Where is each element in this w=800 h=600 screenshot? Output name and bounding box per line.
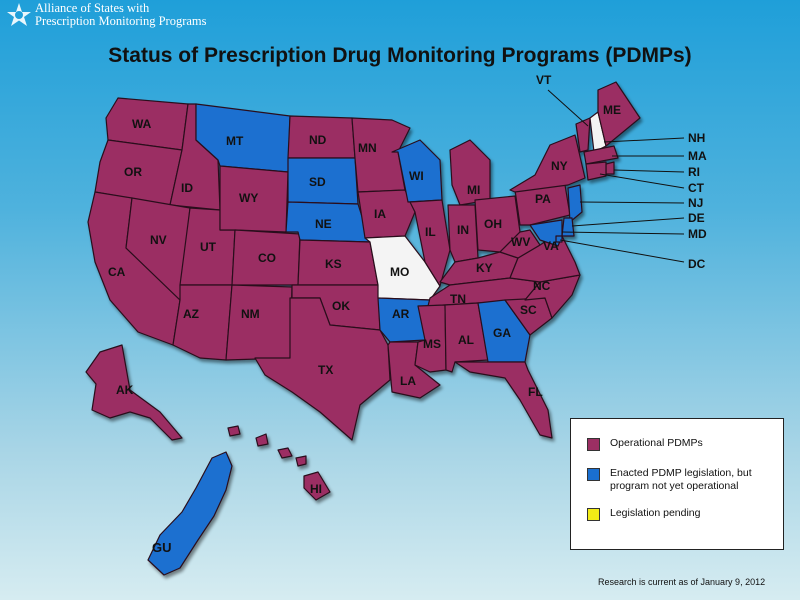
org-logo: Alliance of States with Prescription Mon… bbox=[6, 2, 207, 28]
state-wv[interactable] bbox=[499, 229, 541, 259]
label-nd: ND bbox=[309, 133, 327, 147]
state-il[interactable] bbox=[409, 199, 451, 287]
label-hi: HI bbox=[310, 482, 322, 496]
label-gu: GU bbox=[152, 540, 172, 555]
label-tx: TX bbox=[318, 363, 333, 377]
state-ny[interactable] bbox=[509, 134, 586, 193]
state-ct[interactable] bbox=[585, 161, 607, 181]
legend-label-pending: Legislation pending bbox=[610, 507, 701, 519]
label-ks: KS bbox=[325, 257, 342, 271]
state-labels: WA OR CA ID NV UT AZ MT WY CO NM ND SD N… bbox=[108, 73, 707, 555]
label-ct: CT bbox=[688, 181, 705, 195]
state-ga[interactable] bbox=[477, 299, 531, 363]
label-wy: WY bbox=[239, 191, 258, 205]
label-co: CO bbox=[258, 251, 276, 265]
state-ar[interactable] bbox=[377, 297, 431, 343]
label-la: LA bbox=[400, 374, 416, 388]
label-ga: GA bbox=[493, 326, 511, 340]
label-in: IN bbox=[457, 223, 469, 237]
label-me: ME bbox=[603, 103, 621, 117]
research-date-note: Research is current as of January 9, 201… bbox=[598, 577, 766, 587]
label-mi: MI bbox=[467, 183, 480, 197]
legend: Operational PDMPs Enacted PDMP legislati… bbox=[570, 418, 784, 550]
label-ia: IA bbox=[374, 207, 386, 221]
label-ut: UT bbox=[200, 240, 217, 254]
legend-label-enacted: Enacted PDMP legislation, but program no… bbox=[610, 467, 752, 492]
label-ok: OK bbox=[332, 299, 350, 313]
label-vt: VT bbox=[536, 73, 552, 87]
label-az: AZ bbox=[183, 307, 199, 321]
state-va[interactable] bbox=[509, 231, 581, 283]
label-ma: MA bbox=[688, 149, 707, 163]
state-tx[interactable] bbox=[254, 297, 391, 441]
state-hi[interactable] bbox=[227, 425, 331, 501]
org-name: Alliance of States with Prescription Mon… bbox=[35, 2, 207, 28]
state-me[interactable] bbox=[597, 81, 641, 147]
label-wa: WA bbox=[132, 117, 152, 131]
state-ia[interactable] bbox=[357, 189, 416, 239]
org-name-line1: Alliance of States with bbox=[35, 1, 150, 15]
state-de[interactable] bbox=[561, 217, 575, 237]
state-gu[interactable] bbox=[147, 451, 233, 576]
label-de: DE bbox=[688, 211, 705, 225]
leader-lines bbox=[547, 89, 685, 263]
state-ma[interactable] bbox=[583, 145, 619, 165]
state-ri[interactable] bbox=[605, 161, 615, 175]
legend-label-operational: Operational PDMPs bbox=[610, 437, 703, 449]
label-md: MD bbox=[688, 227, 707, 241]
state-nj[interactable] bbox=[567, 184, 583, 223]
page-title: Status of Prescription Drug Monitoring P… bbox=[108, 44, 692, 67]
state-az[interactable] bbox=[172, 284, 233, 361]
label-ms: MS bbox=[423, 337, 441, 351]
legend-item-operational: Operational PDMPs bbox=[587, 437, 770, 451]
label-ky: KY bbox=[476, 261, 493, 275]
org-name-line2: Prescription Monitoring Programs bbox=[35, 14, 207, 28]
legend-swatch-pending bbox=[587, 508, 600, 521]
label-ak: AK bbox=[116, 383, 134, 397]
state-nm[interactable] bbox=[225, 284, 293, 361]
label-mn: MN bbox=[358, 141, 377, 155]
label-dc: DC bbox=[688, 257, 706, 271]
label-id: ID bbox=[181, 181, 193, 195]
label-fl: FL bbox=[528, 385, 543, 399]
label-ne: NE bbox=[315, 217, 332, 231]
label-ca: CA bbox=[108, 265, 126, 279]
label-wi: WI bbox=[409, 169, 424, 183]
label-or: OR bbox=[124, 165, 142, 179]
legend-swatch-enacted bbox=[587, 468, 600, 481]
state-ak[interactable] bbox=[85, 344, 183, 441]
label-pa: PA bbox=[535, 192, 551, 206]
state-fl[interactable] bbox=[454, 361, 553, 439]
label-nj: NJ bbox=[688, 196, 703, 210]
star-logo-icon bbox=[7, 3, 31, 26]
legend-swatch-operational bbox=[587, 438, 600, 451]
label-ri: RI bbox=[688, 165, 700, 179]
label-nc: NC bbox=[533, 279, 551, 293]
label-nh: NH bbox=[688, 131, 705, 145]
legend-item-pending: Legislation pending bbox=[587, 507, 770, 521]
label-sd: SD bbox=[309, 175, 326, 189]
label-il: IL bbox=[425, 225, 436, 239]
legend-item-enacted: Enacted PDMP legislation, but program no… bbox=[587, 467, 770, 493]
label-nv: NV bbox=[150, 233, 167, 247]
label-ny: NY bbox=[551, 159, 568, 173]
label-va: VA bbox=[543, 239, 559, 253]
label-tn: TN bbox=[450, 292, 466, 306]
label-ar: AR bbox=[392, 307, 410, 321]
label-wv: WV bbox=[511, 235, 530, 249]
label-mt: MT bbox=[226, 134, 244, 148]
label-oh: OH bbox=[484, 217, 502, 231]
label-mo: MO bbox=[390, 265, 409, 279]
state-vt[interactable] bbox=[575, 117, 591, 153]
label-sc: SC bbox=[520, 303, 537, 317]
label-al: AL bbox=[458, 333, 474, 347]
label-nm: NM bbox=[241, 307, 260, 321]
